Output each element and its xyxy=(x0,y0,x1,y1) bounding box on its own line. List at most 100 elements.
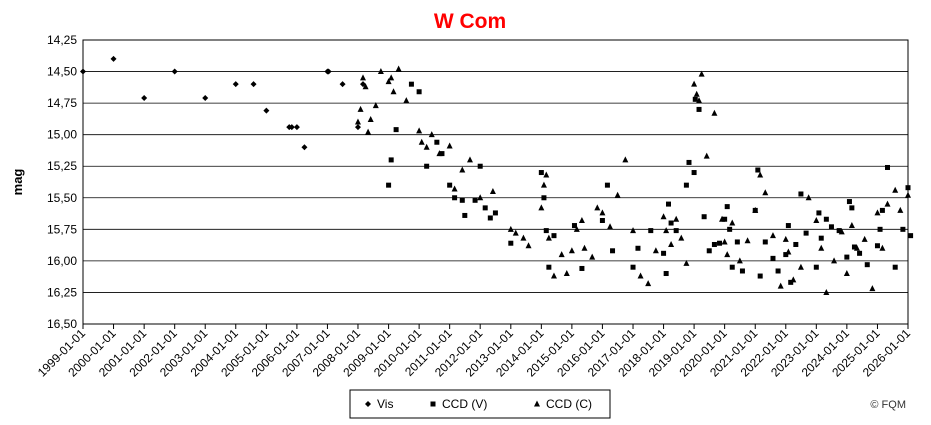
data-point xyxy=(416,89,422,95)
data-point xyxy=(423,143,430,150)
data-point xyxy=(538,170,544,176)
data-point xyxy=(813,264,819,270)
data-point xyxy=(489,187,496,194)
data-point xyxy=(908,233,914,239)
data-point xyxy=(905,185,911,191)
data-point xyxy=(665,201,671,207)
data-point xyxy=(80,68,86,75)
data-point xyxy=(696,97,703,104)
data-point xyxy=(362,83,369,90)
data-point xyxy=(668,240,675,247)
data-point xyxy=(711,241,717,247)
data-point xyxy=(752,206,759,213)
data-point xyxy=(543,228,549,234)
data-point xyxy=(838,228,845,235)
data-point xyxy=(884,200,891,207)
data-point xyxy=(818,235,824,241)
data-point xyxy=(739,268,745,274)
data-point xyxy=(762,189,769,196)
data-point xyxy=(897,206,904,213)
data-point xyxy=(416,127,423,134)
data-point xyxy=(367,116,374,123)
data-point xyxy=(785,223,791,229)
data-point xyxy=(849,205,855,211)
data-point xyxy=(546,264,552,270)
data-point xyxy=(678,234,685,241)
data-point xyxy=(683,259,690,266)
data-point xyxy=(724,251,731,258)
data-point xyxy=(691,170,697,176)
data-point xyxy=(512,229,519,236)
data-point xyxy=(525,242,532,249)
data-point xyxy=(540,181,547,188)
data-point xyxy=(645,280,652,287)
legend: Vis CCD (V) CCD (C) xyxy=(349,389,611,419)
data-point xyxy=(354,118,361,125)
data-point xyxy=(202,95,209,102)
data-point xyxy=(693,90,700,97)
y-axis: 14,25 14,50 14,75 15,00 15,25 15,50 15,75 16,00… xyxy=(47,33,77,331)
data-point xyxy=(339,81,346,88)
series-square xyxy=(386,81,914,285)
data-point xyxy=(141,95,148,102)
data-point xyxy=(386,182,392,188)
data-point xyxy=(393,127,399,133)
data-point xyxy=(589,253,596,260)
data-point xyxy=(357,105,364,112)
data-point xyxy=(637,272,644,279)
legend-label: CCD (V) xyxy=(442,397,487,411)
data-point xyxy=(706,248,712,254)
data-point xyxy=(543,171,550,178)
data-point xyxy=(459,197,465,203)
legend-box xyxy=(349,389,611,419)
data-point xyxy=(385,78,392,85)
data-point xyxy=(874,209,881,216)
data-point xyxy=(777,282,784,289)
data-point xyxy=(877,226,883,232)
data-point xyxy=(848,222,855,229)
data-point xyxy=(729,219,736,226)
data-point xyxy=(508,240,514,246)
data-point xyxy=(551,233,557,239)
data-point xyxy=(482,205,488,211)
data-point xyxy=(691,80,698,87)
data-point xyxy=(293,124,300,131)
data-point xyxy=(717,240,723,246)
data-point xyxy=(365,128,372,135)
data-point xyxy=(813,216,820,223)
data-point xyxy=(770,255,776,261)
data-point xyxy=(831,257,838,264)
data-point xyxy=(823,288,830,295)
data-point xyxy=(325,68,332,75)
data-point xyxy=(734,239,740,245)
data-point xyxy=(462,212,468,218)
data-points xyxy=(80,55,914,295)
data-point xyxy=(757,171,764,178)
data-point xyxy=(359,74,366,81)
data-point xyxy=(459,166,466,173)
data-point xyxy=(692,96,698,102)
data-point xyxy=(578,216,585,223)
credit-text: © FQM xyxy=(870,399,906,411)
data-point xyxy=(263,107,270,114)
data-point xyxy=(719,215,726,222)
data-point xyxy=(805,194,812,201)
data-point xyxy=(892,264,898,270)
data-point xyxy=(900,226,906,232)
data-point xyxy=(607,223,614,230)
data-point xyxy=(446,142,453,149)
data-point xyxy=(755,167,761,173)
data-point xyxy=(610,248,616,254)
grid-lines xyxy=(83,71,908,293)
data-point xyxy=(648,228,654,234)
data-point xyxy=(439,151,445,157)
data-point xyxy=(857,250,863,256)
y-axis-label: mag xyxy=(10,169,25,196)
data-point xyxy=(604,182,610,188)
data-point xyxy=(783,252,789,258)
data-point xyxy=(614,191,621,198)
data-point xyxy=(550,272,557,279)
data-point xyxy=(668,220,674,226)
data-point xyxy=(424,163,430,169)
data-point xyxy=(250,81,257,88)
